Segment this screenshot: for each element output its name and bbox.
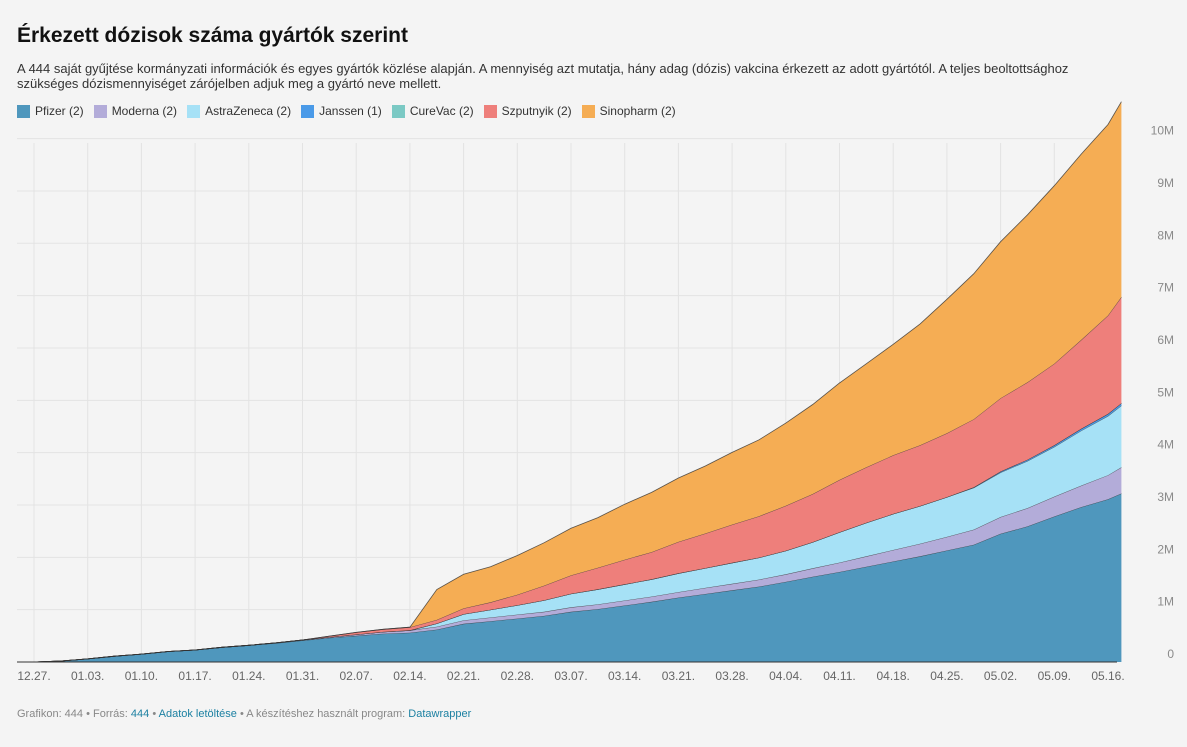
x-tick-label: 05.02. xyxy=(984,669,1017,683)
x-tick-label: 04.18. xyxy=(877,669,910,683)
legend-item-janssen: Janssen (1) xyxy=(301,104,382,118)
x-tick-label: 03.21. xyxy=(662,669,695,683)
legend-label: Janssen (1) xyxy=(319,104,382,118)
legend-item-pfizer: Pfizer (2) xyxy=(17,104,84,118)
footer-credit: Grafikon: 444 • Forrás: xyxy=(17,708,131,720)
x-tick-label: 03.07. xyxy=(554,669,587,683)
legend-label: Sinopharm (2) xyxy=(599,104,676,118)
download-data-link[interactable]: Adatok letöltése xyxy=(158,708,237,720)
legend-item-sinopharm: Sinopharm (2) xyxy=(581,104,676,118)
x-tick-label: 04.11. xyxy=(823,669,855,683)
stacked-area-chart: 0 1M 2M 3M 4M 5M 6M 7M 8M 9M 10M 12.27. 01.03. 01.10.… xyxy=(17,101,1174,683)
chart-title: Érkezett dózisok száma gyártók szerint xyxy=(17,24,408,47)
y-tick-label: 8M xyxy=(1157,228,1174,242)
legend-label: Moderna (2) xyxy=(111,104,178,118)
footer: Grafikon: 444 • Forrás: 444 • Adatok let… xyxy=(17,708,471,720)
datawrapper-link[interactable]: Datawrapper xyxy=(408,708,472,720)
area-szputnyik xyxy=(34,297,1122,662)
y-tick-label: 6M xyxy=(1157,333,1174,347)
legend-item-moderna: Moderna (2) xyxy=(93,104,178,118)
legend-swatch xyxy=(17,104,30,118)
y-tick-label: 1M xyxy=(1157,595,1174,609)
chart-description: A 444 saját gyűjtése kormányzati informá… xyxy=(17,61,1167,91)
x-tick-label: 01.10. xyxy=(125,669,158,683)
footer-separator: • xyxy=(149,708,159,720)
legend-item-curevac: CureVac (2) xyxy=(391,104,474,118)
x-tick-label: 01.03. xyxy=(71,669,104,683)
description-line-1: A 444 saját gyűjtése kormányzati informá… xyxy=(17,61,1069,76)
x-tick-label: 03.28. xyxy=(715,669,748,683)
source-link[interactable]: 444 xyxy=(130,708,150,720)
legend-swatch xyxy=(301,104,315,118)
y-tick-label: 2M xyxy=(1157,542,1174,556)
legend: Pfizer (2) Moderna (2) AstraZeneca (2) J… xyxy=(17,104,686,118)
legend-item-astrazeneca: AstraZeneca (2) xyxy=(187,104,291,118)
legend-swatch xyxy=(391,104,405,118)
x-tick-label: 02.21. xyxy=(447,669,480,683)
y-tick-label: 9M xyxy=(1157,176,1174,190)
x-tick-label: 03.14. xyxy=(608,669,641,683)
legend-swatch xyxy=(483,104,497,118)
area-sinopharm xyxy=(34,101,1122,662)
y-tick-label: 0 xyxy=(1167,647,1174,661)
legend-swatch xyxy=(581,104,595,118)
legend-swatch xyxy=(187,104,201,118)
footer-tool-text: • A készítéshez használt program: xyxy=(236,708,409,720)
x-tick-label: 01.24. xyxy=(232,669,265,683)
description-line-2: szükséges dózismennyiséget zárójelben ad… xyxy=(17,76,442,91)
legend-label: Szputnyik (2) xyxy=(501,104,572,118)
y-tick-label: 3M xyxy=(1157,490,1174,504)
x-tick-label: 01.31. xyxy=(286,669,319,683)
x-tick-label: 01.17. xyxy=(178,669,211,683)
y-tick-label: 10M xyxy=(1151,124,1174,138)
x-tick-label: 04.25. xyxy=(930,669,963,683)
x-tick-label: 02.14. xyxy=(393,669,426,683)
area-astrazeneca xyxy=(34,405,1122,662)
y-tick-label: 4M xyxy=(1157,438,1174,452)
y-tick-label: 5M xyxy=(1157,385,1174,399)
legend-label: Pfizer (2) xyxy=(35,104,84,118)
area-pfizer xyxy=(34,493,1122,662)
area-outline-sinopharm xyxy=(33,101,1122,663)
legend-label: AstraZeneca (2) xyxy=(205,104,292,118)
y-tick-label: 7M xyxy=(1157,281,1174,295)
x-tick-label: 02.28. xyxy=(501,669,534,683)
legend-swatch xyxy=(93,104,107,118)
x-tick-label: 05.16. xyxy=(1091,669,1124,683)
x-tick-label: 04.04. xyxy=(769,669,802,683)
legend-label: CureVac (2) xyxy=(409,104,474,118)
legend-item-szputnyik: Szputnyik (2) xyxy=(483,104,572,118)
x-tick-label: 05.09. xyxy=(1038,669,1071,683)
x-tick-label: 12.27. xyxy=(17,669,50,683)
x-tick-label: 02.07. xyxy=(340,669,373,683)
